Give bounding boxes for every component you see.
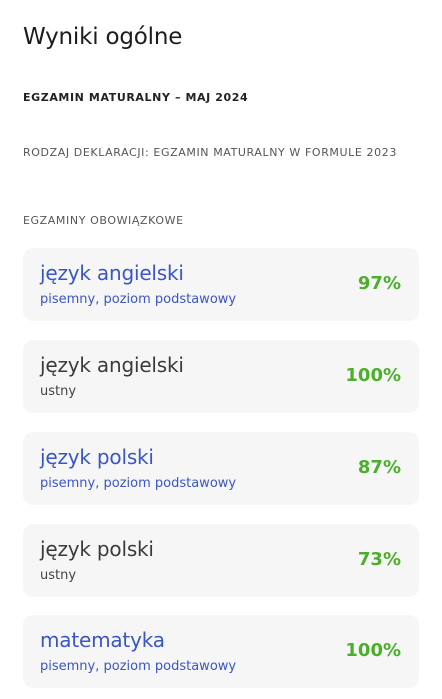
exam-card-polish-written[interactable]: język polski pisemny, poziom podstawowy …: [23, 432, 419, 505]
exam-subject: język angielski: [40, 353, 184, 377]
declaration-type: RODZAJ DEKLARACJI: EGZAMIN MATURALNY W F…: [23, 146, 397, 159]
exam-subject: język polski: [40, 445, 154, 469]
section-heading-mandatory-exams: EGZAMINY OBOWIĄZKOWE: [23, 214, 184, 227]
exam-card-english-oral: język angielski ustny 100%: [23, 340, 419, 413]
exam-card-english-written[interactable]: język angielski pisemny, poziom podstawo…: [23, 248, 419, 321]
exam-detail: pisemny, poziom podstawowy: [40, 476, 237, 491]
exam-score: 97%: [357, 273, 401, 294]
exam-session-label: EGZAMIN MATURALNY – MAJ 2024: [23, 91, 249, 104]
exam-subject: język polski: [40, 537, 154, 561]
exam-detail: ustny: [40, 384, 77, 399]
exam-subject: język angielski: [40, 261, 184, 285]
exam-score: 100%: [345, 640, 401, 661]
exam-detail: pisemny, poziom podstawowy: [40, 292, 237, 307]
exam-score: 87%: [357, 457, 401, 478]
exam-card-math-written[interactable]: matematyka pisemny, poziom podstawowy 10…: [23, 615, 419, 688]
exam-subject: matematyka: [40, 628, 165, 652]
exam-detail: ustny: [40, 568, 77, 583]
exam-detail: pisemny, poziom podstawowy: [40, 659, 237, 674]
page-title: Wyniki ogólne: [23, 24, 183, 50]
exam-score: 100%: [345, 365, 401, 386]
exam-card-polish-oral: język polski ustny 73%: [23, 524, 419, 597]
exam-score: 73%: [357, 549, 401, 570]
